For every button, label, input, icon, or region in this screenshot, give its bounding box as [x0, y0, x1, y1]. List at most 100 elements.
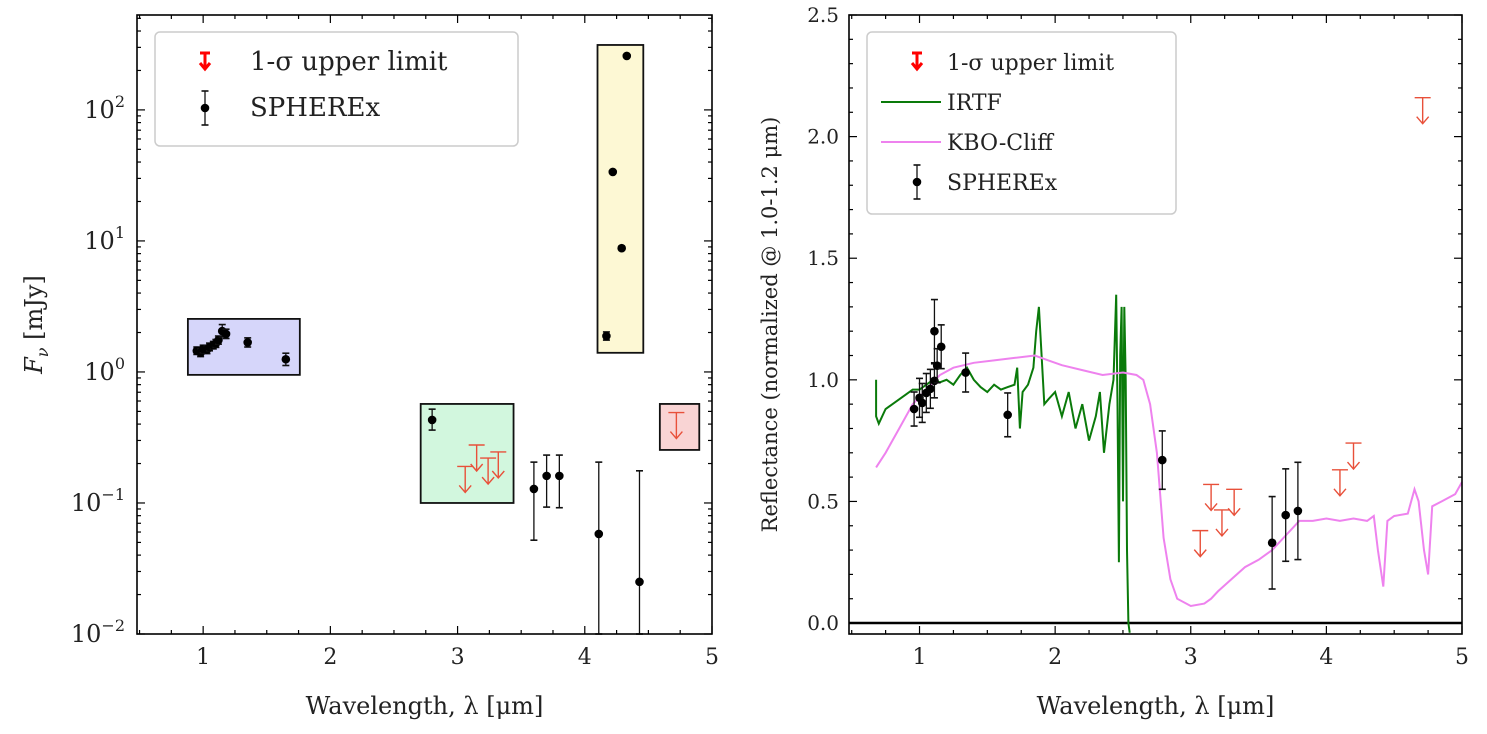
x-tick-label: 1: [913, 645, 927, 670]
y-tick-label: 1.5: [807, 246, 839, 270]
y-tick-base: 10: [84, 96, 115, 124]
y-tick-base: 10: [84, 358, 115, 386]
upper-limit-marker: [480, 457, 497, 486]
data-point: [1267, 538, 1277, 548]
data-point: [214, 335, 223, 345]
data-point: [243, 338, 252, 347]
spherex-point: [917, 382, 927, 424]
legend-errorbar-icon: [912, 164, 922, 200]
spherex-point: [961, 352, 970, 393]
y-axis-label: Fν [mJy]: [20, 275, 52, 375]
highlight-box-3: [658, 403, 701, 451]
spherex-point: [243, 337, 252, 348]
y-tick-label: 102: [84, 92, 125, 124]
legend-label: SPHEREx: [947, 171, 1058, 196]
y-tick-label: 1.0: [807, 368, 839, 392]
upper-limit-marker: [1213, 509, 1230, 538]
x-tick-label: 1: [196, 645, 210, 670]
data-point: [926, 384, 935, 394]
upper-limit-arrowhead: [481, 476, 495, 486]
x-tick-label: 2: [323, 645, 337, 670]
data-point: [1003, 410, 1012, 420]
upper-limit-arrowhead: [1193, 549, 1207, 558]
upper-limit-marker: [457, 465, 474, 494]
y-tick-label: 0.0: [807, 611, 839, 635]
spherex-point: [542, 454, 551, 508]
upper-limit-legend-icon: [910, 51, 924, 72]
legend-label: SPHEREx: [250, 93, 381, 123]
spherex-point: [281, 352, 291, 367]
spherex-point: [1281, 468, 1290, 563]
upper-limit-marker: [1331, 469, 1348, 497]
data-point: [594, 529, 604, 539]
data-point: [529, 484, 539, 494]
x-axis-label: Wavelength, λ [μm]: [1037, 692, 1275, 720]
legend: 1-σ upper limit IRTF KBO-Cliff SPHEREx: [866, 31, 1177, 215]
legend-label: KBO-Cliff: [947, 131, 1054, 156]
plot-frame: [848, 14, 1463, 635]
y-tick-exp: −2: [101, 616, 125, 635]
data-point: [917, 398, 927, 408]
spherex-point: [427, 408, 437, 431]
series-line-kbo-cliff: [875, 354, 1463, 608]
upper-limit-arrowhead: [1346, 461, 1361, 471]
data-point: [221, 329, 231, 339]
y-label-unit: [mJy]: [20, 275, 48, 347]
upper-limit-arrowhead: [1333, 488, 1347, 497]
data-point: [635, 577, 644, 587]
spherex-point: [926, 368, 935, 410]
spherex-point: [909, 391, 919, 427]
upper-limit-marker: [668, 411, 685, 440]
right-reflectance-panel: 1 2 3 4 5 Wavelength, λ [μm] 0.0 0.5 1.0 1.5 2.0 2.…: [758, 3, 1469, 720]
legend: 1-σ upper limit SPHEREx: [154, 31, 519, 147]
upper-limit-marker: [1345, 442, 1362, 471]
x-tick-label: 5: [1455, 645, 1469, 670]
data-point: [608, 167, 618, 177]
x-axis-label: Wavelength, λ [μm]: [306, 692, 544, 720]
legend-label: 1-σ upper limit: [947, 51, 1114, 76]
spherex-point: [936, 324, 946, 370]
spherex-point: [602, 331, 611, 341]
series-line-irtf: [875, 294, 1131, 633]
data-point: [936, 342, 946, 352]
spherex-point: [214, 335, 223, 345]
y-tick-label: 10−1: [71, 485, 125, 517]
y-tick-label: 0.5: [807, 489, 839, 513]
y-axis-label: Reflectance (normalized @ 1.0-1.2 μm): [758, 117, 782, 533]
data-point: [617, 243, 626, 253]
upper-limit-arrowhead: [1204, 502, 1218, 512]
spherex-point: [1293, 461, 1303, 561]
y-tick-label: 10−2: [71, 616, 125, 648]
x-tick-label: 2: [1048, 645, 1062, 670]
data-point: [1281, 510, 1290, 520]
spherex-point: [1267, 495, 1277, 590]
y-tick-label: 2.0: [807, 125, 839, 149]
x-tick-label: 4: [1319, 645, 1333, 670]
data-point: [912, 177, 922, 187]
upper-limit-marker: [1192, 529, 1209, 558]
upper-limit-arrowhead: [1416, 116, 1430, 125]
data-point: [200, 103, 210, 113]
upper-limit-arrowhead: [458, 484, 472, 494]
highlight-box-2: [596, 44, 645, 354]
upper-limit-marker: [1414, 96, 1431, 125]
spherex-point: [608, 167, 618, 177]
y-tick-base: 10: [84, 227, 115, 255]
data-point: [909, 404, 919, 414]
y-tick-exp: 0: [115, 354, 125, 373]
x-tick-label: 5: [705, 645, 719, 670]
legend-frame: [866, 31, 1177, 215]
spherex-point: [622, 51, 632, 61]
upper-limit-arrowhead: [491, 470, 505, 480]
data-point: [1157, 455, 1167, 465]
data-point: [281, 354, 291, 364]
upper-limit-arrowhead: [470, 463, 484, 473]
spherex-point: [617, 243, 626, 253]
x-tick-label: 3: [1184, 645, 1198, 670]
x-tick-label: 3: [451, 645, 465, 670]
legend-label: 1-σ upper limit: [250, 47, 448, 77]
upper-limit-legend-icon: [198, 51, 212, 72]
upper-limit-marker: [490, 451, 507, 480]
